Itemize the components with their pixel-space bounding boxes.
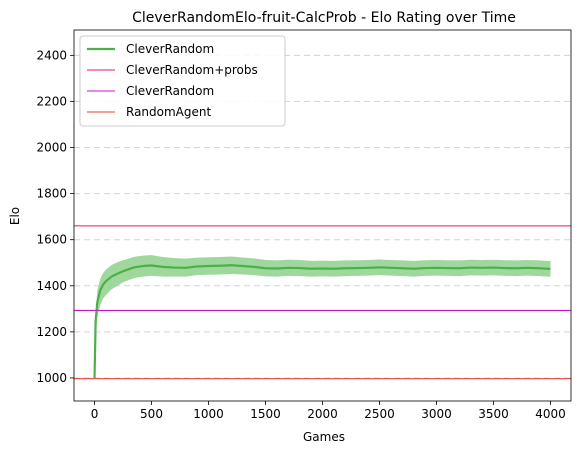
x-tick-label: 3000 (421, 407, 452, 421)
y-tick-label: 1200 (36, 325, 67, 339)
confidence-band (94, 255, 551, 378)
x-tick-label: 0 (91, 407, 99, 421)
legend-box (79, 35, 286, 127)
x-tick-label: 3500 (478, 407, 509, 421)
y-tick-label: 2200 (36, 94, 67, 108)
legend-entry-label: RandomAgent (126, 105, 211, 119)
y-tick-label: 1400 (36, 279, 67, 293)
legend-entry-label: CleverRandom (126, 42, 214, 56)
series-layer (74, 225, 571, 380)
y-tick-label: 2400 (36, 48, 67, 62)
x-tick-label: 1500 (250, 407, 281, 421)
x-tick-label: 500 (140, 407, 163, 421)
y-axis-title: Elo (8, 207, 22, 225)
x-tick-label: 1000 (193, 407, 224, 421)
legend: CleverRandom CleverRandom+probs CleverRand… (79, 35, 286, 127)
x-axis-title: Games (303, 430, 345, 444)
y-tick-label: 1000 (36, 371, 67, 385)
y-tick-label: 1800 (36, 187, 67, 201)
y-tick-label: 2000 (36, 141, 67, 155)
x-axis: 0 500 1000 1500 2000 2500 3000 3500 4000 (91, 401, 566, 421)
legend-entry-label: CleverRandom+probs (126, 63, 258, 77)
y-tick-label: 1600 (36, 233, 67, 247)
chart-title: CleverRandomElo-fruit-CalcProb - Elo Rat… (132, 10, 516, 26)
line-series-0 (93, 264, 551, 378)
y-axis: 1000 1200 1400 1600 1800 2000 2200 2400 (36, 48, 74, 385)
x-tick-label: 2000 (307, 407, 338, 421)
legend-entry-label: CleverRandom (126, 84, 214, 98)
x-tick-label: 4000 (535, 407, 566, 421)
x-tick-label: 2500 (364, 407, 395, 421)
